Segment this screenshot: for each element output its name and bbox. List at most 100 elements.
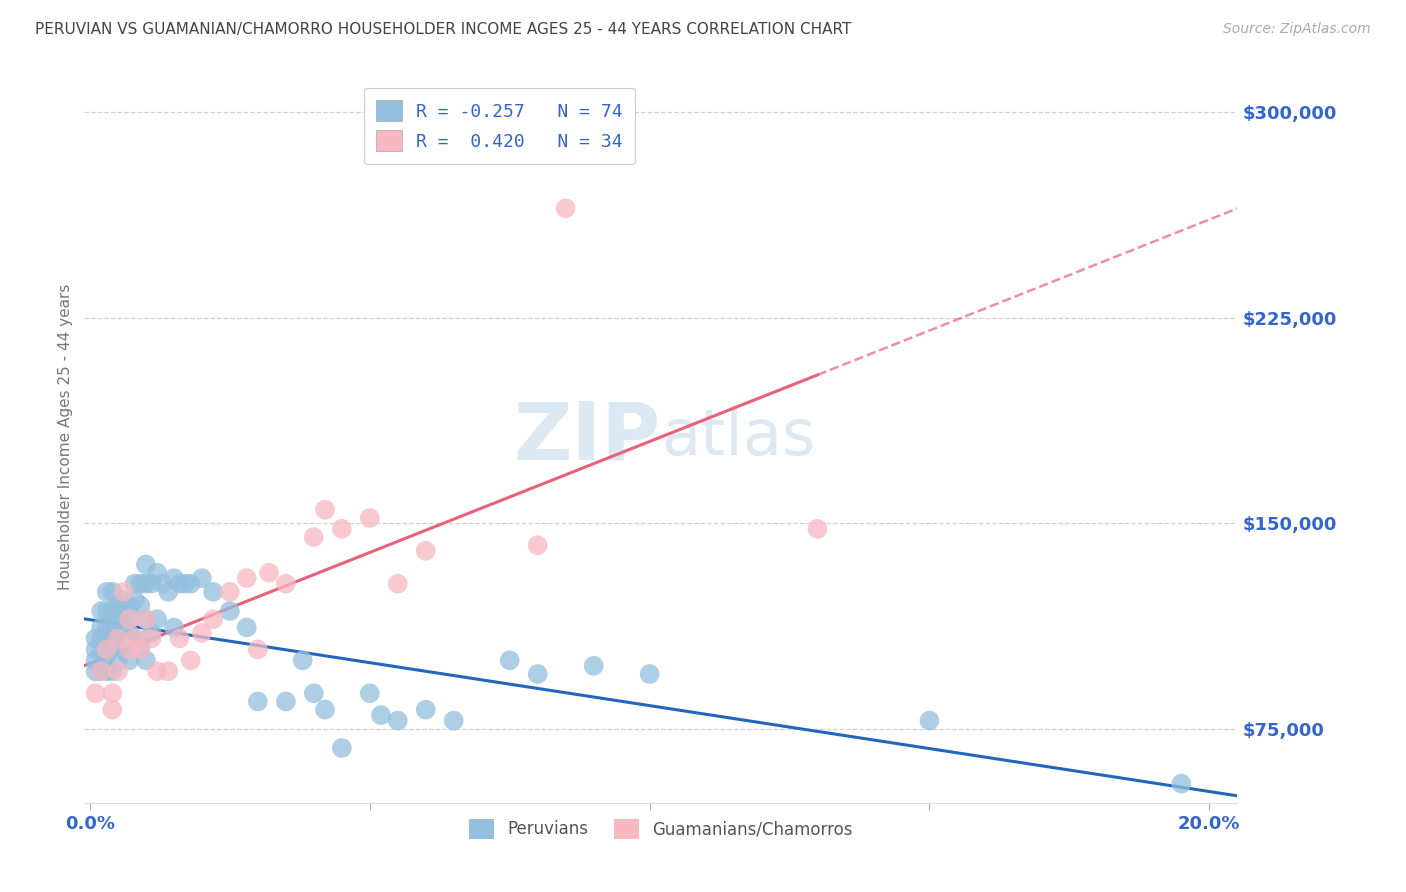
Point [112,642,135,657]
Point [96,632,118,646]
Text: ZIP: ZIP [513,398,661,476]
Point [112,609,135,624]
Point [169,632,191,646]
Point [118,653,141,667]
Point [174,576,197,591]
Point [638,667,661,681]
Point [499,653,522,667]
Point [554,202,576,216]
Point [124,632,146,646]
Point [314,502,336,516]
Point [118,612,141,626]
Point [135,612,157,626]
Point [443,714,465,728]
Point [526,667,548,681]
Text: Source: ZipAtlas.com: Source: ZipAtlas.com [1223,22,1371,37]
Point [84,665,107,679]
Point [96,620,118,634]
Point [101,640,124,654]
Point [359,686,381,700]
Point [107,632,129,646]
Point [370,708,392,723]
Point [96,585,118,599]
Point [107,665,129,679]
Legend: Peruvians, Guamanians/Chamorros: Peruvians, Guamanians/Chamorros [463,812,859,846]
Point [90,645,112,659]
Point [291,653,314,667]
Point [415,703,437,717]
Point [112,593,135,607]
Point [124,576,146,591]
Point [582,658,605,673]
Point [141,576,163,591]
Point [101,620,124,634]
Point [112,626,135,640]
Point [112,585,135,599]
Point [191,571,214,585]
Point [235,571,257,585]
Point [246,642,269,657]
Point [101,686,124,700]
Point [135,576,157,591]
Point [90,620,112,634]
Point [90,604,112,618]
Point [118,612,141,626]
Point [806,522,828,536]
Point [84,653,107,667]
Point [118,626,141,640]
Point [96,648,118,662]
Point [180,576,202,591]
Point [141,632,163,646]
Point [163,620,186,634]
Point [157,585,180,599]
Point [118,599,141,613]
Text: PERUVIAN VS GUAMANIAN/CHAMORRO HOUSEHOLDER INCOME AGES 25 - 44 YEARS CORRELATION: PERUVIAN VS GUAMANIAN/CHAMORRO HOUSEHOLD… [35,22,852,37]
Point [129,576,152,591]
Point [118,642,141,657]
Point [146,665,169,679]
Y-axis label: Householder Income Ages 25 - 44 years: Householder Income Ages 25 - 44 years [58,284,73,591]
Point [152,576,174,591]
Point [101,665,124,679]
Point [218,604,240,618]
Point [107,653,129,667]
Point [302,530,325,544]
Point [359,511,381,525]
Point [84,686,107,700]
Point [274,694,297,708]
Point [180,653,202,667]
Point [107,632,129,646]
Point [101,585,124,599]
Point [101,703,124,717]
Point [124,593,146,607]
Point [135,558,157,572]
Point [90,665,112,679]
Point [129,642,152,657]
Point [330,741,353,756]
Point [129,599,152,613]
Point [124,632,146,646]
Point [146,566,169,580]
Point [387,576,409,591]
Point [918,714,941,728]
Point [274,576,297,591]
Point [96,665,118,679]
Point [101,604,124,618]
Point [415,543,437,558]
Point [314,703,336,717]
Point [90,632,112,646]
Point [90,665,112,679]
Point [169,576,191,591]
Point [84,642,107,657]
Point [526,538,548,552]
Point [135,653,157,667]
Point [163,571,186,585]
Point [246,694,269,708]
Point [202,585,225,599]
Point [191,626,214,640]
Point [235,620,257,634]
Point [330,522,353,536]
Point [96,604,118,618]
Point [107,612,129,626]
Point [202,612,225,626]
